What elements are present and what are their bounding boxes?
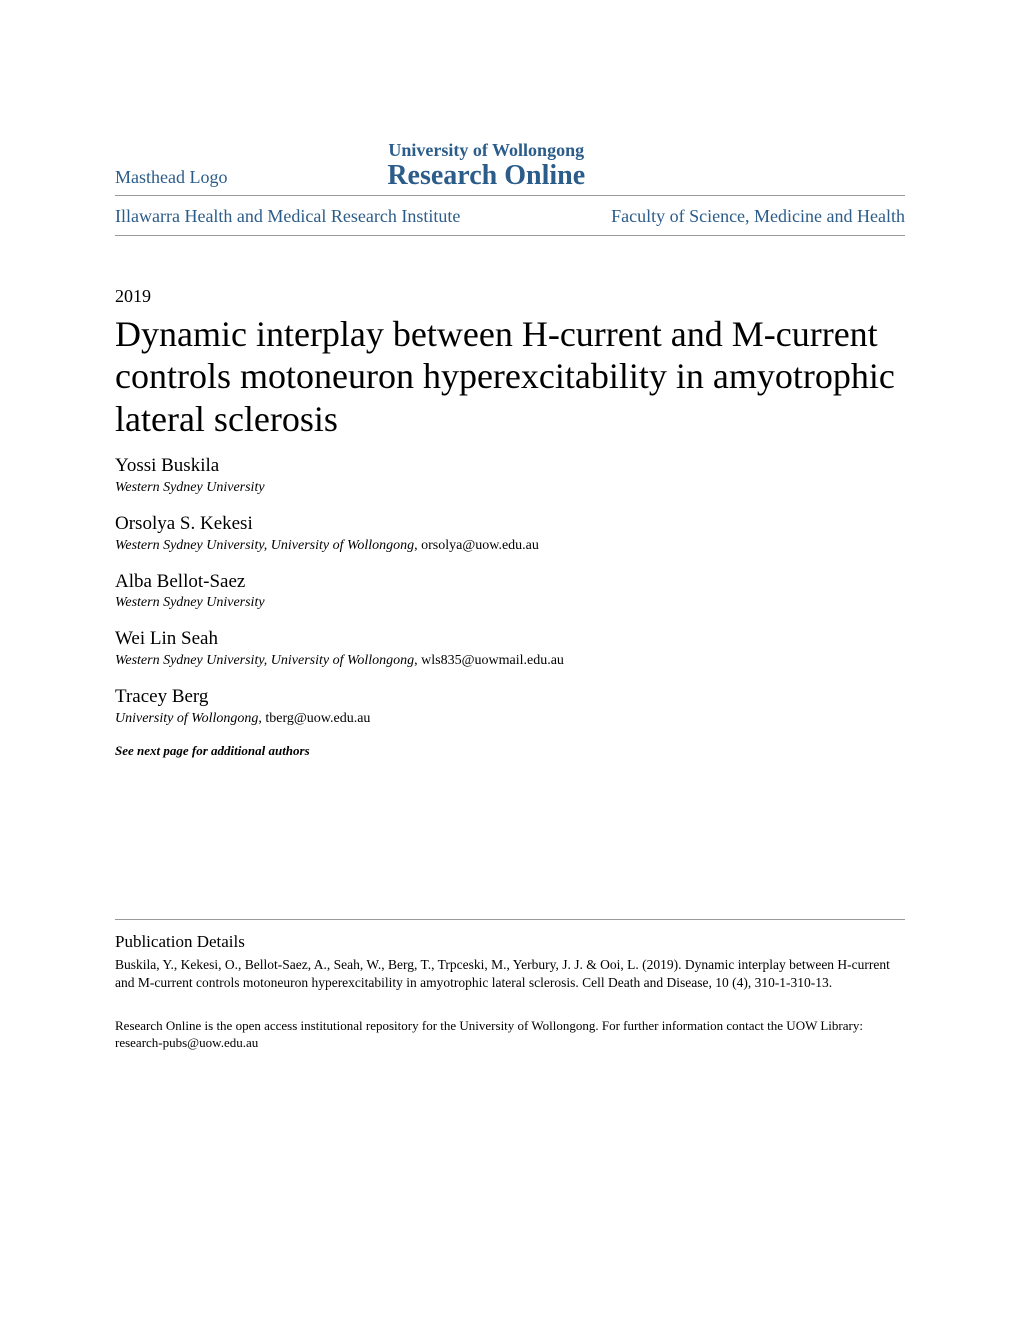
institute-link[interactable]: Illawarra Health and Medical Research In… (115, 206, 460, 227)
author-name: Wei Lin Seah (115, 627, 905, 651)
paper-title: Dynamic interplay between H-current and … (115, 313, 905, 440)
publication-divider (115, 919, 905, 920)
author-block-2: Alba Bellot-Saez Western Sydney Universi… (115, 570, 905, 612)
see-next-page-note: See next page for additional authors (115, 743, 905, 759)
subheader-row: Illawarra Health and Medical Research In… (115, 196, 905, 236)
publication-details-heading: Publication Details (115, 932, 905, 952)
repository-name-link[interactable]: Research Online (67, 161, 905, 192)
author-block-0: Yossi Buskila Western Sydney University (115, 454, 905, 496)
university-block: University of Wollongong Research Online (67, 140, 905, 192)
publication-details-text: Buskila, Y., Kekesi, O., Bellot-Saez, A.… (115, 956, 905, 992)
university-name: University of Wollongong (67, 140, 905, 161)
author-email-value: tberg@uow.edu.au (265, 711, 370, 726)
author-name: Alba Bellot-Saez (115, 570, 905, 594)
author-affiliation: Western Sydney University, University of… (115, 538, 414, 553)
author-block-3: Wei Lin Seah Western Sydney University, … (115, 627, 905, 669)
author-email-value: orsolya@uow.edu.au (421, 538, 539, 553)
author-email-value: wls835@uowmail.edu.au (421, 653, 564, 668)
author-affiliation: Western Sydney University (115, 595, 265, 610)
header-row: Masthead Logo University of Wollongong R… (115, 140, 905, 196)
author-name: Tracey Berg (115, 685, 905, 709)
repository-footer-text: Research Online is the open access insti… (115, 1018, 905, 1052)
author-block-1: Orsolya S. Kekesi Western Sydney Univers… (115, 512, 905, 554)
author-affiliation: Western Sydney University (115, 480, 265, 495)
author-affiliation: Western Sydney University, University of… (115, 653, 414, 668)
author-name: Yossi Buskila (115, 454, 905, 478)
author-block-4: Tracey Berg University of Wollongong, tb… (115, 685, 905, 727)
faculty-link[interactable]: Faculty of Science, Medicine and Health (611, 206, 905, 227)
author-affiliation: University of Wollongong (115, 711, 258, 726)
author-name: Orsolya S. Kekesi (115, 512, 905, 536)
publication-year: 2019 (115, 286, 905, 307)
